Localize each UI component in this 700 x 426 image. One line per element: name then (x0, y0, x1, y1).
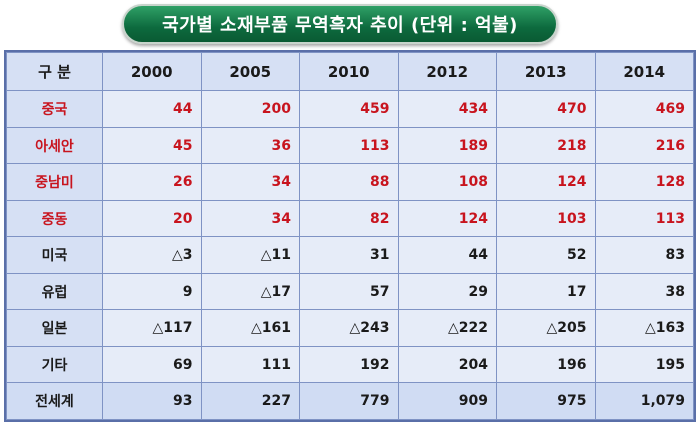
table-row-world-total: 전세계 93 227 779 909 975 1,079 (6, 382, 694, 420)
cell-value: 111 (200, 345, 300, 384)
cell-value: 26 (102, 163, 202, 201)
cell-value: 192 (299, 345, 399, 384)
cell-value: 34 (200, 199, 300, 238)
row-label: 유럽 (6, 272, 103, 311)
cell-value: △3 (102, 236, 202, 274)
header-year-2010: 2010 (299, 51, 399, 92)
cell-value: 218 (496, 126, 596, 165)
cell-value: 204 (397, 345, 497, 384)
cell-value: 1,079 (594, 382, 694, 420)
cell-value: 469 (594, 90, 694, 128)
cell-value: 124 (496, 163, 596, 201)
cell-value: △243 (299, 309, 399, 347)
cell-value: 189 (397, 126, 497, 165)
cell-value: 108 (397, 163, 497, 201)
header-year-2000: 2000 (102, 51, 202, 92)
row-label: 기타 (6, 345, 103, 384)
cell-value: 227 (200, 382, 300, 420)
cell-value: 975 (496, 382, 596, 420)
cell-value: 196 (496, 345, 596, 384)
cell-value: 17 (496, 272, 596, 311)
cell-value: 195 (594, 345, 694, 384)
header-year-2005: 2005 (200, 51, 300, 92)
table-row-europe: 유럽 9 △17 57 29 17 38 (6, 272, 694, 311)
cell-value: 93 (102, 382, 202, 420)
cell-value: 83 (594, 236, 694, 274)
cell-value: 113 (299, 126, 399, 165)
cell-value: 31 (299, 236, 399, 274)
table-title-text: 국가별 소재부품 무역흑자 추이 (단위 : 억불) (162, 15, 518, 36)
table-row-china: 중국 44 200 459 434 470 469 (6, 90, 694, 128)
cell-value: 88 (299, 163, 399, 201)
cell-value: △222 (397, 309, 497, 347)
cell-value: 44 (102, 90, 202, 128)
trade-surplus-table: 구 분 2000 2005 2010 2012 2013 2014 중국 44 … (4, 50, 696, 422)
row-label: 중국 (6, 90, 103, 128)
row-label: 미국 (6, 236, 103, 274)
header-year-2014: 2014 (594, 51, 694, 92)
table-row-others: 기타 69 111 192 204 196 195 (6, 345, 694, 384)
cell-value: 52 (496, 236, 596, 274)
cell-value: 34 (200, 163, 300, 201)
table-header-row: 구 분 2000 2005 2010 2012 2013 2014 (6, 51, 694, 92)
cell-value: 103 (496, 199, 596, 238)
cell-value: 113 (594, 199, 694, 238)
cell-value: 470 (496, 90, 596, 128)
cell-value: △17 (200, 272, 300, 311)
header-category: 구 분 (6, 51, 103, 92)
cell-value: △163 (594, 309, 694, 347)
cell-value: 36 (200, 126, 300, 165)
cell-value: 57 (299, 272, 399, 311)
table-title: 국가별 소재부품 무역흑자 추이 (단위 : 억불) (122, 4, 558, 44)
row-label: 전세계 (6, 382, 103, 420)
cell-value: 69 (102, 345, 202, 384)
cell-value: △205 (496, 309, 596, 347)
table-row-usa: 미국 △3 △11 31 44 52 83 (6, 236, 694, 274)
cell-value: 128 (594, 163, 694, 201)
table-row-middle-east: 중동 20 34 82 124 103 113 (6, 199, 694, 238)
cell-value: 45 (102, 126, 202, 165)
cell-value: 20 (102, 199, 202, 238)
cell-value: 909 (397, 382, 497, 420)
cell-value: 29 (397, 272, 497, 311)
cell-value: 459 (299, 90, 399, 128)
cell-value: 434 (397, 90, 497, 128)
cell-value: 9 (102, 272, 202, 311)
cell-value: 82 (299, 199, 399, 238)
table-row-japan: 일본 △117 △161 △243 △222 △205 △163 (6, 309, 694, 347)
row-label: 중동 (6, 199, 103, 238)
cell-value: 38 (594, 272, 694, 311)
cell-value: △117 (102, 309, 202, 347)
cell-value: 216 (594, 126, 694, 165)
table-row-asean: 아세안 45 36 113 189 218 216 (6, 126, 694, 165)
row-label: 일본 (6, 309, 103, 347)
cell-value: △11 (200, 236, 300, 274)
cell-value: 124 (397, 199, 497, 238)
cell-value: △161 (200, 309, 300, 347)
row-label: 아세안 (6, 126, 103, 165)
cell-value: 200 (200, 90, 300, 128)
cell-value: 44 (397, 236, 497, 274)
header-year-2013: 2013 (496, 51, 596, 92)
row-label: 중남미 (6, 163, 103, 201)
table-row-latin-america: 중남미 26 34 88 108 124 128 (6, 163, 694, 201)
header-year-2012: 2012 (397, 51, 497, 92)
cell-value: 779 (299, 382, 399, 420)
